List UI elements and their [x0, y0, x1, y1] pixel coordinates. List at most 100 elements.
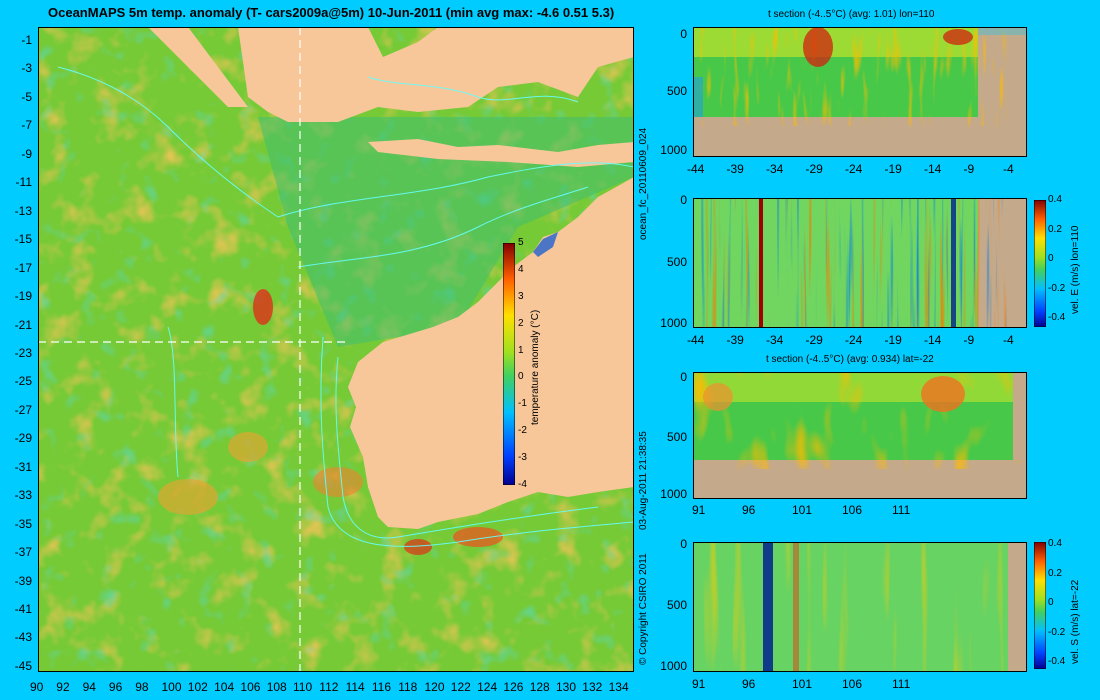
- panel-x-tick-label: 106: [842, 503, 863, 517]
- colorbar-tick-label: -3: [518, 452, 527, 464]
- colorbar-label: temperature anomaly (°C): [530, 309, 541, 425]
- lat-tick-label: -7: [21, 118, 32, 133]
- panel-x-tick-label: -44: [687, 162, 705, 176]
- panel-y-tick-label: 500: [666, 598, 687, 612]
- lon-tick-label: 110: [293, 680, 313, 694]
- colorbar-tick-label: 3: [518, 290, 524, 302]
- lat-tick-label: -13: [14, 203, 32, 218]
- panel-x-tick-label: -9: [963, 333, 975, 347]
- timestamp-text: 03-Aug-2011 21:38:35: [638, 431, 649, 530]
- panel-x-tick-label: -24: [845, 162, 863, 176]
- lon-tick-label: 134: [608, 680, 629, 694]
- lon-tick-label: 116: [371, 680, 392, 694]
- panel-colorbar-tick-label: 0: [1048, 597, 1054, 609]
- panel-x-tick-label: 91: [692, 503, 706, 517]
- colorbar-tick-label: 4: [518, 263, 524, 275]
- lat-tick-label: -23: [14, 345, 32, 360]
- lon-tick-label: 114: [345, 680, 365, 694]
- panel4-colorbar-label: vel. S (m/s) lat=-22: [1070, 579, 1081, 664]
- lat-tick-label: -1: [21, 33, 32, 47]
- lat-tick-label: -5: [21, 89, 32, 104]
- panel-colorbar-tick-label: -0.4: [1048, 312, 1066, 324]
- lat-tick-label: -17: [14, 260, 32, 275]
- panel-x-tick-label: -4: [1003, 162, 1014, 176]
- panel-x-tick-label: -29: [805, 162, 823, 176]
- panel-y-tick-label: 500: [666, 255, 687, 269]
- panel-colorbar-tick-label: -0.2: [1048, 626, 1066, 638]
- panel-x-tick-label: -39: [726, 162, 744, 176]
- lon-tick-label: 126: [503, 680, 524, 694]
- lat-tick-label: -39: [14, 573, 32, 588]
- run-id-text: ocean_fc_20110609_024: [638, 127, 649, 240]
- temperature-colorbar: [503, 243, 515, 485]
- lat-tick-label: -37: [14, 545, 32, 560]
- lon-tick-label: 102: [187, 680, 208, 694]
- panel-y-tick-label: 1000: [660, 659, 687, 673]
- panel-colorbar-tick-label: -0.4: [1048, 656, 1066, 668]
- panel-x-tick-label: -19: [884, 162, 902, 176]
- panel-x-tick-label: -34: [766, 162, 784, 176]
- panel-y-tick-label: 0: [680, 370, 687, 384]
- panel-x-tick-label: 106: [842, 677, 863, 691]
- colorbar-tick-label: 1: [518, 344, 524, 356]
- indonesia-land: [238, 27, 634, 122]
- lon-tick-label: 96: [108, 680, 123, 694]
- lat-tick-label: -27: [14, 402, 32, 417]
- colorbar-tick-label: 0: [518, 371, 524, 383]
- lat-tick-label: -21: [14, 317, 32, 332]
- colorbar-tick-label: -2: [518, 425, 527, 437]
- lon-tick-label: 108: [266, 680, 287, 694]
- panel1-title: t section (-4..5°C) (avg: 1.01) lon=110: [768, 9, 935, 20]
- panel-x-tick-label: 96: [742, 677, 756, 691]
- temperature-anomaly-map: [38, 27, 634, 672]
- panel-x-tick-label: -44: [687, 333, 705, 347]
- panel-x-tick-label: 101: [792, 677, 813, 691]
- panel-y-tick-label: 0: [680, 537, 687, 551]
- panel2-vel-east-lon110: [693, 198, 1027, 328]
- panel-y-tick-label: 1000: [660, 487, 687, 501]
- panel-x-tick-label: -14: [924, 333, 942, 347]
- lat-tick-label: -15: [14, 232, 32, 247]
- panel4-vel-south-lat-22: [693, 542, 1027, 672]
- bathymetry-contours: [57, 66, 634, 547]
- colorbar-tick-label: 2: [518, 317, 524, 329]
- panel-x-tick-label: 111: [892, 503, 911, 517]
- panel-colorbar-tick-label: 0.2: [1048, 223, 1062, 235]
- lat-tick-label: -43: [14, 630, 32, 645]
- lon-tick-label: 98: [135, 680, 149, 694]
- lon-tick-label: 128: [529, 680, 550, 694]
- panel-x-tick-label: 101: [792, 503, 813, 517]
- panel-x-tick-label: -24: [845, 333, 863, 347]
- panel-y-tick-label: 1000: [660, 143, 687, 157]
- lat-tick-label: -25: [14, 374, 32, 389]
- lat-tick-label: -41: [14, 602, 32, 616]
- panel-colorbar-tick-label: -0.2: [1048, 282, 1066, 294]
- panel2-colorbar: [1034, 200, 1046, 327]
- panel3-title: t section (-4..5°C) (avg: 0.934) lat=-22: [766, 354, 934, 365]
- colorbar-tick-label: -4: [518, 479, 527, 490]
- panel-x-tick-label: -9: [963, 162, 975, 176]
- panel-x-tick-label: 111: [892, 677, 911, 691]
- panel-y-tick-label: 500: [666, 430, 687, 444]
- lon-tick-label: 122: [450, 680, 471, 694]
- lon-tick-label: 112: [319, 680, 339, 694]
- panel-x-tick-label: 96: [742, 503, 756, 517]
- lon-tick-label: 104: [214, 680, 235, 694]
- panel-y-tick-label: 0: [680, 27, 687, 41]
- panel-x-tick-label: -19: [884, 333, 902, 347]
- main-title: OceanMAPS 5m temp. anomaly (T- cars2009a…: [48, 5, 615, 20]
- lon-tick-label: 118: [398, 680, 418, 694]
- panel2-colorbar-label: vel. E (m/s) lon=110: [1070, 225, 1081, 314]
- lon-tick-label: 130: [556, 680, 577, 694]
- lat-tick-label: -33: [14, 488, 32, 503]
- panel-x-tick-label: -14: [924, 162, 942, 176]
- panel1-temp-section-lon110: [693, 27, 1027, 157]
- panel-y-tick-label: 500: [666, 84, 687, 98]
- nusa-tenggara-land: [368, 139, 634, 167]
- lat-tick-label: -35: [14, 516, 32, 531]
- panel-colorbar-tick-label: 0: [1048, 253, 1054, 265]
- panel-x-tick-label: -4: [1003, 333, 1014, 347]
- lon-tick-label: 92: [56, 680, 70, 694]
- sumatra-land: [148, 27, 248, 107]
- lat-tick-label: -45: [14, 658, 32, 673]
